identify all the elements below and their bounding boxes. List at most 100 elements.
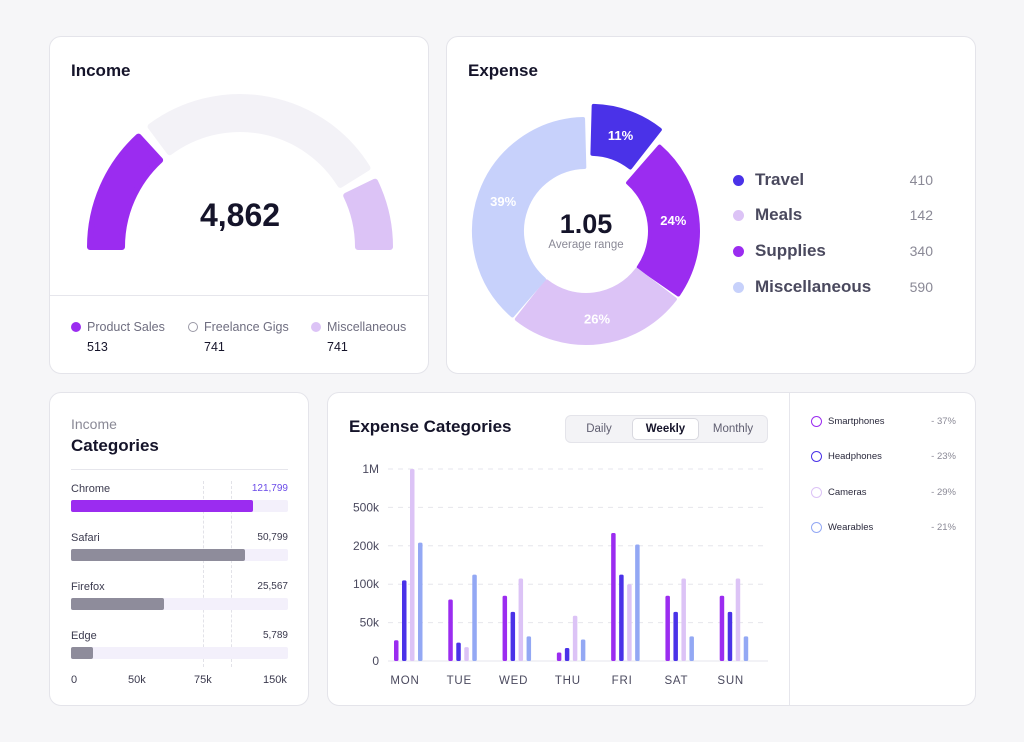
divider: [50, 295, 428, 296]
tab-monthly[interactable]: Monthly: [712, 423, 754, 435]
bar-headphones-fri: [619, 574, 624, 661]
x-tick-label: FRI: [612, 675, 633, 687]
expense-categories-title: Expense Categories: [349, 417, 512, 436]
legend-value: 513: [87, 340, 108, 354]
category-track: [71, 647, 288, 659]
legend-value: - 29%: [931, 487, 956, 498]
x-tick-label: SUN: [717, 675, 744, 687]
expense-card: Expense 11% 24% 26% 39% 1.05 Average range …: [446, 36, 976, 374]
category-track: [71, 549, 288, 561]
category-value: 121,799: [251, 483, 288, 494]
bar-cameras-mon: [410, 469, 415, 661]
donut-slice-meals: [514, 267, 677, 345]
income-card: Income 4,862 Product Sales 513 Freelance…: [49, 36, 429, 374]
legend-cameras: Cameras - 29%: [811, 486, 956, 502]
tab-daily[interactable]: Daily: [586, 423, 612, 435]
x-tick-label: THU: [555, 675, 581, 687]
bar-headphones-thu: [564, 647, 570, 661]
category-value: 5,789: [262, 630, 288, 641]
legend-smartphones: Smartphones - 37%: [811, 415, 956, 431]
category-value: 25,567: [257, 581, 288, 592]
legend-value: 741: [204, 340, 225, 354]
legend-value: 410: [909, 172, 933, 188]
bar-headphones-tue: [456, 642, 461, 661]
bar-smartphones-fri: [611, 533, 616, 661]
x-tick-label: MON: [390, 675, 419, 687]
legend-value: 142: [909, 207, 933, 223]
x-tick-label: 75k: [194, 674, 212, 686]
legend-label: Wearables: [828, 522, 874, 533]
legend-meals: Meals 142: [733, 205, 933, 225]
legend-label: Smartphones: [828, 416, 885, 427]
y-tick-label: 50k: [360, 616, 380, 630]
donut-center-label: Average range: [548, 239, 624, 251]
legend-label: Travel: [755, 170, 805, 189]
income-value: 4,862: [199, 197, 281, 233]
y-tick-label: 500k: [353, 500, 380, 514]
bar-headphones-wed: [510, 611, 516, 661]
bar-wearables-tue: [472, 574, 477, 661]
tab-weekly[interactable]: Weekly: [632, 418, 699, 440]
category-track: [71, 500, 288, 512]
gauge-segment-miscellaneous: [343, 178, 393, 250]
bar-cameras-thu: [572, 615, 578, 661]
y-tick-label: 200k: [353, 539, 380, 553]
bar-wearables-wed: [526, 636, 532, 661]
legend-value: - 23%: [931, 451, 956, 462]
expense-title: Expense: [468, 61, 538, 80]
miscellaneous-dot: [311, 322, 321, 332]
bar-wearables-sat: [689, 636, 694, 661]
x-tick-label: 50k: [128, 674, 146, 686]
x-tick-label: 150k: [263, 674, 287, 686]
legend-label: Miscellaneous: [755, 277, 872, 296]
legend-miscellaneous: Miscellaneous 590: [733, 277, 933, 297]
supplies-dot: [733, 246, 744, 257]
period-toggle: Daily Weekly Monthly: [565, 415, 768, 443]
y-tick-label: 0: [372, 654, 379, 668]
x-tick-label: WED: [499, 675, 528, 687]
x-tick-label: 0: [71, 674, 78, 686]
bar-headphones-mon: [402, 580, 407, 661]
legend-label: Supplies: [755, 241, 826, 260]
legend-headphones: Headphones - 23%: [811, 450, 956, 466]
donut-slice-supplies: [626, 144, 700, 297]
category-bar: [71, 549, 245, 561]
income-title: Income: [71, 61, 131, 80]
categories-kicker: Income: [71, 416, 117, 432]
x-tick-label: TUE: [447, 675, 472, 687]
bar-smartphones-tue: [448, 599, 453, 661]
category-bar: [71, 598, 165, 610]
donut-slice-label: 39%: [490, 194, 516, 209]
bar-wearables-thu: [580, 639, 586, 661]
headphones-ring-icon: [811, 451, 822, 462]
x-tick-label: SAT: [664, 675, 688, 687]
gauge-segment-product-sales: [87, 133, 164, 250]
bar-smartphones-thu: [556, 652, 562, 661]
product-sales-dot: [71, 322, 81, 332]
donut-center-value: 1.05: [559, 209, 613, 239]
category-name: Edge: [71, 630, 97, 642]
category-value: 50,799: [257, 532, 288, 543]
legend-value: 340: [909, 243, 933, 259]
grid-line: [203, 481, 204, 667]
expense-donut: 11% 24% 26% 39%: [472, 103, 700, 345]
category-bar: [71, 647, 93, 659]
donut-slice-label: 24%: [660, 213, 686, 228]
bar-smartphones-wed: [502, 595, 508, 661]
legend-product-sales: Product Sales 513: [71, 320, 165, 354]
legend-miscellaneous: Miscellaneous 741: [311, 320, 406, 354]
categories-title: Categories: [71, 436, 159, 455]
meals-dot: [733, 210, 744, 221]
wearables-ring-icon: [811, 522, 822, 533]
bar-cameras-sun: [735, 578, 741, 661]
legend-label: Meals: [755, 205, 803, 224]
bar-wearables-sun: [743, 636, 749, 661]
legend-label: Freelance Gigs: [204, 320, 289, 334]
bar-smartphones-mon: [394, 640, 399, 661]
legend-label: Miscellaneous: [327, 320, 407, 334]
legend-label: Cameras: [828, 487, 867, 498]
bar-wearables-fri: [635, 544, 640, 661]
divider: [71, 469, 288, 470]
expense-categories-card: Expense Categories Daily Weekly Monthly …: [327, 392, 976, 706]
y-tick-label: 100k: [353, 577, 380, 591]
